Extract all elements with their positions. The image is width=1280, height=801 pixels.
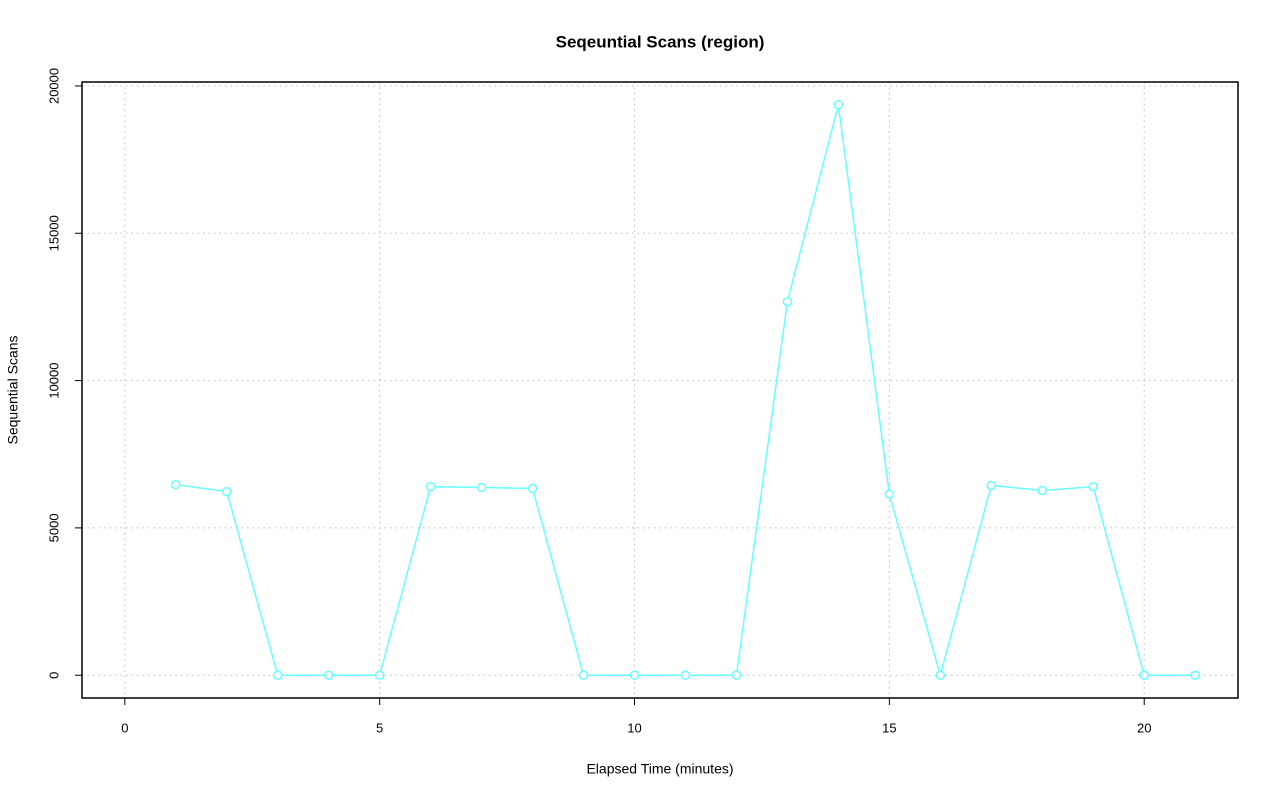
- y-tick-label: 0: [46, 672, 61, 679]
- y-tick-label: 5000: [46, 513, 61, 542]
- data-point: [374, 670, 385, 680]
- data-point: [425, 481, 436, 492]
- chart-title: Seqeuntial Scans (region): [556, 32, 765, 51]
- y-axis-label: Sequential Scans: [5, 336, 21, 445]
- data-point: [731, 670, 742, 680]
- y-tick-label: 20000: [46, 68, 61, 104]
- data-point: [680, 670, 691, 680]
- data-point: [629, 670, 640, 680]
- x-tick-label: 5: [376, 720, 383, 735]
- x-tick-label: 0: [121, 720, 128, 735]
- x-tick-label: 10: [627, 720, 641, 735]
- data-point: [222, 486, 232, 497]
- data-point: [884, 489, 895, 500]
- data-point: [833, 100, 844, 110]
- y-tick-label: 15000: [46, 215, 61, 251]
- data-point: [782, 296, 793, 307]
- data-point: [171, 479, 181, 490]
- data-point: [1037, 485, 1048, 496]
- x-axis-label: Elapsed Time (minutes): [586, 761, 733, 777]
- data-point: [323, 670, 334, 680]
- y-tick-label: 10000: [46, 362, 61, 398]
- data-point: [1088, 481, 1098, 492]
- data-point: [986, 480, 997, 491]
- data-point: [1139, 670, 1149, 680]
- data-point: [272, 670, 283, 680]
- plot-frame: [81, 81, 1239, 699]
- data-point: [527, 483, 538, 494]
- data-point: [935, 670, 946, 680]
- x-tick-label: 20: [1137, 720, 1151, 735]
- data-point: [1190, 670, 1200, 680]
- data-point: [476, 482, 487, 493]
- plot-area: 0 5 10 15 20 0 5000 10000 15000 20000: [46, 68, 1239, 735]
- x-tick-label: 15: [882, 720, 896, 735]
- data-point: [578, 670, 589, 680]
